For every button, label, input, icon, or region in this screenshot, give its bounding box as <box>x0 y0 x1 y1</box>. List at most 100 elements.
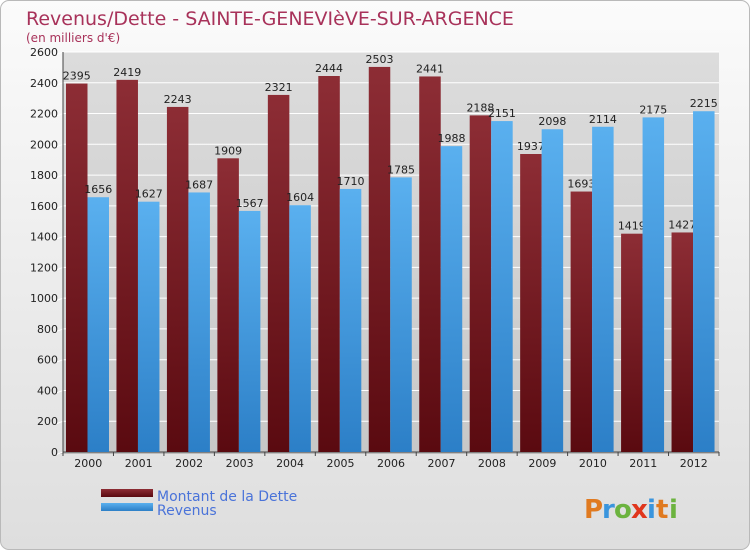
gridline-side <box>54 420 64 425</box>
data-label: 2098 <box>538 115 566 128</box>
bar-dette <box>318 76 340 452</box>
bar-dette <box>469 115 492 452</box>
bar-revenus <box>87 197 109 452</box>
gridline-side <box>54 205 64 210</box>
y-tick-label: 1000 <box>30 292 58 305</box>
chart-title: Revenus/Dette - SAINTE-GENEVIèVE-SUR-ARG… <box>26 8 514 30</box>
bar-revenus <box>642 117 665 452</box>
logo-letter-r: r <box>602 495 615 525</box>
plot-area: 0 200 400 600 800 1000 1200 1400 1600 1800 2000 220… <box>30 46 720 470</box>
y-tick-label: 0 <box>51 446 58 459</box>
x-tick-label: 2010 <box>579 457 607 470</box>
y-tick-label: 2000 <box>30 138 58 151</box>
y-tick-label: 400 <box>37 384 58 397</box>
logo-letter-o: o <box>614 495 632 525</box>
y-tick-label: 1200 <box>30 261 58 274</box>
bar-revenus <box>238 210 261 452</box>
x-tick-label: 2007 <box>427 457 455 470</box>
x-tick-label: 2008 <box>478 457 506 470</box>
data-label: 2395 <box>63 70 91 83</box>
x-tick-label: 2009 <box>528 457 556 470</box>
bar-revenus <box>541 129 564 452</box>
gridline-side <box>54 51 64 56</box>
bar-dette <box>267 94 290 452</box>
data-label: 2419 <box>113 66 141 79</box>
x-tick-label: 2000 <box>74 457 102 470</box>
x-tick-label: 2011 <box>629 457 657 470</box>
logo-letter-i2: i <box>669 495 678 525</box>
data-label: 1937 <box>517 140 545 153</box>
y-tick-label: 2200 <box>30 108 58 121</box>
data-label: 1693 <box>567 178 595 191</box>
data-label: 1627 <box>135 188 163 201</box>
logo-letter-p: P <box>584 495 603 525</box>
gridline-side <box>54 113 64 118</box>
data-label: 1656 <box>84 183 112 196</box>
legend-label: Revenus <box>157 503 217 519</box>
bar-dette <box>570 191 593 453</box>
bar-revenus <box>339 188 362 452</box>
data-label: 2151 <box>488 107 516 120</box>
gridline-side <box>54 236 64 241</box>
data-label: 2215 <box>690 97 718 110</box>
legend-label: Montant de la Dette <box>157 489 297 505</box>
gridline-side <box>54 297 64 302</box>
gridline-side <box>54 82 64 87</box>
data-label: 2175 <box>639 103 667 116</box>
data-label: 2503 <box>366 53 394 66</box>
gridline-side <box>54 174 64 179</box>
y-tick-label: 2600 <box>30 46 58 59</box>
y-tick-label: 1600 <box>30 200 58 213</box>
bar-dette <box>66 83 88 453</box>
data-label: 2188 <box>466 101 494 114</box>
bar-dette <box>368 66 391 452</box>
x-tick-label: 2004 <box>276 457 304 470</box>
bar-revenus <box>390 177 412 452</box>
data-label: 2321 <box>265 81 293 94</box>
data-label: 1710 <box>337 175 365 188</box>
x-tick-label: 2001 <box>125 457 153 470</box>
data-label: 2114 <box>589 113 617 126</box>
legend-swatch <box>101 489 153 497</box>
gridline-side <box>54 328 64 333</box>
data-label: 1687 <box>185 178 213 191</box>
bar-revenus <box>491 121 513 453</box>
gridline-side <box>54 359 64 364</box>
data-label: 2444 <box>315 62 343 75</box>
bar-dette <box>166 106 189 452</box>
bar-dette <box>671 232 694 452</box>
y-tick-label: 1800 <box>30 169 58 182</box>
legend-swatch <box>101 503 153 511</box>
data-label: 1567 <box>236 197 264 210</box>
bar-dette <box>116 79 138 452</box>
x-tick-label: 2003 <box>226 457 254 470</box>
y-tick-label: 200 <box>37 415 58 428</box>
x-tick-label: 2002 <box>175 457 203 470</box>
logo-letter-x: x <box>631 495 648 525</box>
bar-dette <box>419 76 441 452</box>
x-tick-label: 2012 <box>680 457 708 470</box>
x-tick-label: 2006 <box>377 457 405 470</box>
x-tick-label: 2005 <box>327 457 355 470</box>
chart-subtitle: (en milliers d'€) <box>26 31 120 45</box>
bar-revenus <box>289 205 311 452</box>
gridline-side <box>54 143 64 148</box>
gridline-side <box>54 451 64 456</box>
bar-revenus <box>440 146 463 452</box>
bar-revenus <box>188 192 210 452</box>
bar-dette <box>217 158 239 453</box>
data-label: 1785 <box>387 163 415 176</box>
bar-dette <box>621 233 643 452</box>
data-label: 2243 <box>164 93 192 106</box>
logo-letter-i: i <box>647 495 656 525</box>
gridline-side <box>54 266 64 271</box>
y-tick-label: 600 <box>37 354 58 367</box>
bar-revenus <box>693 111 715 452</box>
bar-revenus <box>592 126 614 453</box>
bar-revenus <box>137 201 160 452</box>
data-label: 2441 <box>416 62 444 75</box>
bar-dette <box>520 154 542 452</box>
